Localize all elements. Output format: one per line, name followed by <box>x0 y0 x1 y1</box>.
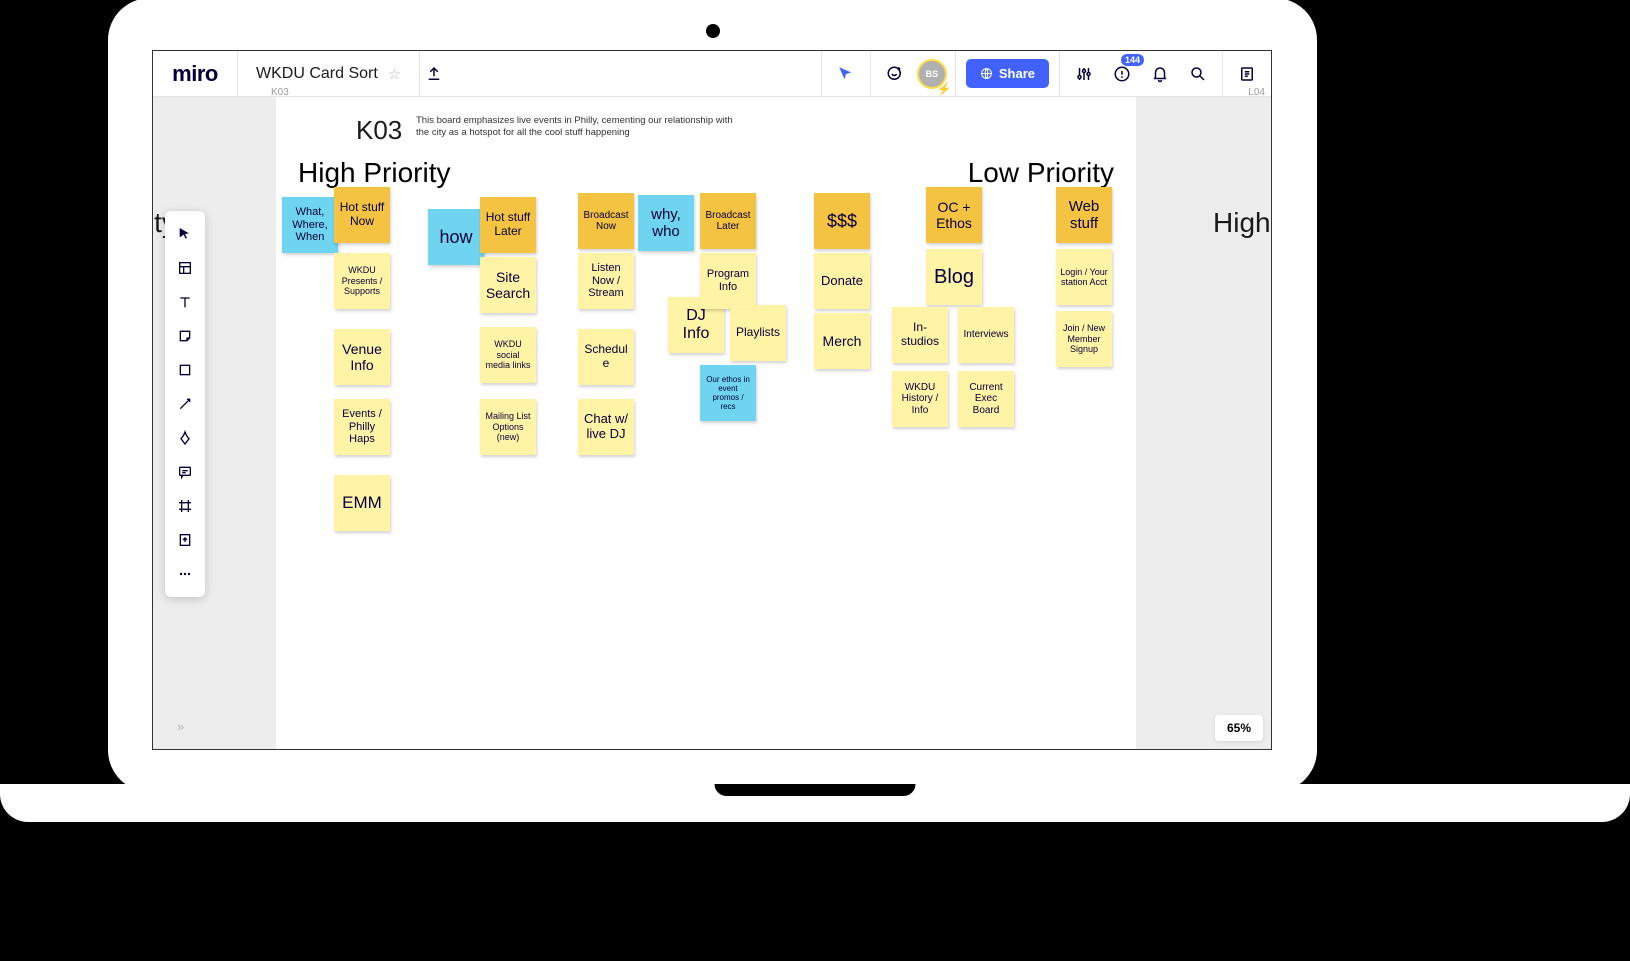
sticky-note[interactable]: Current Exec Board <box>958 371 1014 427</box>
avatar-initials: BS <box>926 69 939 79</box>
board-code: K03 <box>356 115 402 146</box>
board-title: WKDU Card Sort <box>256 65 378 83</box>
toolbar-expand-handle[interactable]: » <box>177 719 184 734</box>
sticky-note[interactable]: Join / New Member Signup <box>1056 311 1112 367</box>
camera-dot <box>706 24 720 38</box>
frame-tool-icon[interactable] <box>165 489 205 523</box>
sticky-note[interactable]: Broadcast Now <box>578 193 634 249</box>
sticky-note[interactable]: WKDU social media links <box>480 327 536 383</box>
notes-panel-icon[interactable] <box>1233 60 1261 88</box>
top-right-controls: BS ⚡ Share 144 <box>821 51 1271 96</box>
search-icon[interactable] <box>1184 60 1212 88</box>
pen-tool-icon[interactable] <box>165 421 205 455</box>
top-bar: miro WKDU Card Sort ☆ <box>153 51 1271 97</box>
sticky-note[interactable]: Donate <box>814 253 870 309</box>
share-button[interactable]: Share <box>966 59 1049 88</box>
sticky-note[interactable]: Web stuff <box>1056 187 1112 243</box>
sticky-note[interactable]: Broadcast Later <box>700 193 756 249</box>
sticky-note[interactable]: Events / Philly Haps <box>334 399 390 455</box>
miro-logo[interactable]: miro <box>153 51 238 97</box>
share-label: Share <box>999 66 1035 81</box>
sticky-note[interactable]: In-studios <box>892 307 948 363</box>
shape-tool-icon[interactable] <box>165 353 205 387</box>
zoom-level[interactable]: 65% <box>1215 715 1263 741</box>
sticky-note[interactable]: Login / Your station Acct <box>1056 249 1112 305</box>
canvas[interactable]: K03 L04 ority High I K03 This board emph… <box>153 97 1271 749</box>
templates-tool-icon[interactable] <box>165 251 205 285</box>
select-tool-icon[interactable] <box>165 217 205 251</box>
canvas-grid-label-right: L04 <box>1248 87 1265 98</box>
text-tool-icon[interactable] <box>165 285 205 319</box>
sticky-note[interactable]: $$$ <box>814 193 870 249</box>
cursor-mode-icon[interactable] <box>832 60 860 88</box>
sticky-note[interactable]: OC + Ethos <box>926 187 982 243</box>
more-tools-icon[interactable] <box>165 557 205 591</box>
sticky-note[interactable]: Our ethos in event promos / recs <box>700 365 756 421</box>
sticky-note[interactable]: Hot stuff Now <box>334 187 390 243</box>
sticky-note[interactable]: Venue Info <box>334 329 390 385</box>
user-avatar[interactable]: BS ⚡ <box>919 61 945 87</box>
avatar-bolt-icon: ⚡ <box>937 82 947 92</box>
sticky-note[interactable]: Listen Now / Stream <box>578 253 634 309</box>
settings-sliders-icon[interactable] <box>1070 60 1098 88</box>
activity-icon[interactable]: 144 <box>1108 60 1136 88</box>
app-screen: miro WKDU Card Sort ☆ <box>152 50 1272 750</box>
board-title-box[interactable]: WKDU Card Sort ☆ <box>238 51 420 96</box>
sticky-note[interactable]: Merch <box>814 313 870 369</box>
sticky-note[interactable]: Hot stuff Later <box>480 197 536 253</box>
comment-tool-icon[interactable] <box>165 455 205 489</box>
adjacent-board-label-right: High I <box>1213 207 1272 239</box>
tools-toolbar <box>165 211 205 597</box>
favorite-star-icon[interactable]: ☆ <box>388 65 401 83</box>
sticky-note[interactable]: Mailing List Options (new) <box>480 399 536 455</box>
axis-low-priority: Low Priority <box>968 157 1114 189</box>
sticky-note[interactable]: why, who <box>638 195 694 251</box>
upload-tool-icon[interactable] <box>165 523 205 557</box>
sticky-note[interactable]: What, Where, When <box>282 197 338 253</box>
sticky-note[interactable]: Schedule <box>578 329 634 385</box>
laptop-notch <box>713 784 918 798</box>
sticky-note[interactable]: how <box>428 209 484 265</box>
sticky-note[interactable]: Blog <box>926 249 982 305</box>
sticky-note[interactable]: Interviews <box>958 307 1014 363</box>
sticky-note[interactable]: WKDU History / Info <box>892 371 948 427</box>
laptop-base <box>0 784 1630 822</box>
sticky-note[interactable]: Program Info <box>700 253 756 309</box>
board-frame[interactable]: K03 This board emphasizes live events in… <box>276 97 1136 750</box>
sticky-note[interactable]: WKDU Presents / Supports <box>334 253 390 309</box>
sticky-note[interactable]: EMM <box>334 475 390 531</box>
laptop-frame: miro WKDU Card Sort ☆ <box>110 0 1315 790</box>
sticky-note-tool-icon[interactable] <box>165 319 205 353</box>
reactions-icon[interactable] <box>881 60 909 88</box>
export-icon[interactable] <box>420 60 448 88</box>
notifications-bell-icon[interactable] <box>1146 60 1174 88</box>
activity-badge: 144 <box>1121 54 1144 66</box>
line-tool-icon[interactable] <box>165 387 205 421</box>
board-description: This board emphasizes live events in Phi… <box>416 115 746 140</box>
sticky-note[interactable]: Chat w/ live DJ <box>578 399 634 455</box>
sticky-note[interactable]: Site Search <box>480 257 536 313</box>
sticky-note[interactable]: Playlists <box>730 305 786 361</box>
axis-high-priority: High Priority <box>298 157 450 189</box>
